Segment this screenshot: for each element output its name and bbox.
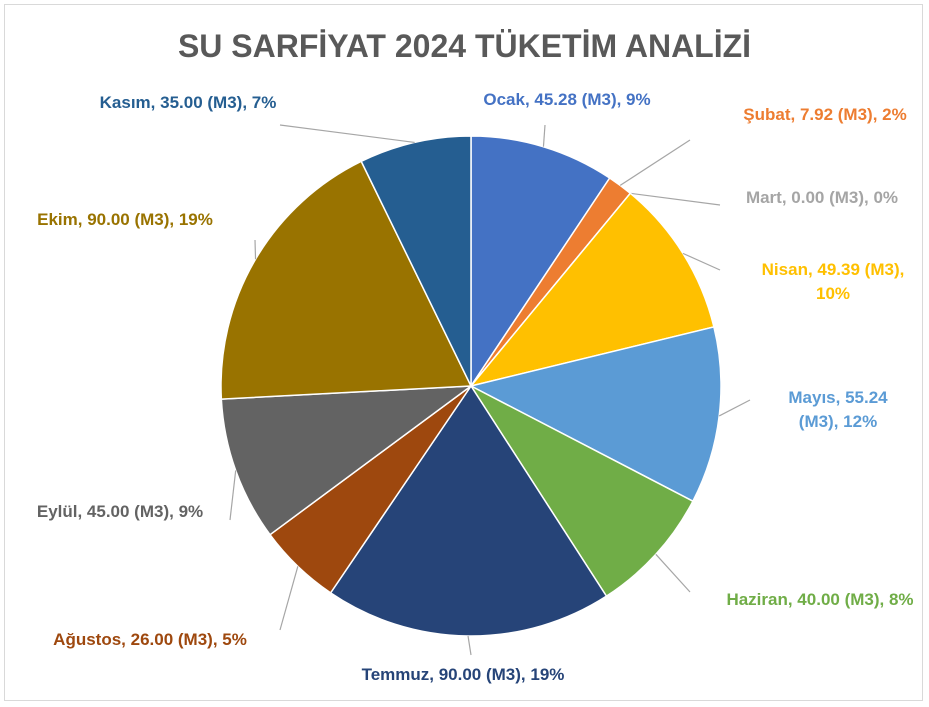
data-label: Ocak, 45.28 (M3), 9% bbox=[483, 90, 651, 109]
data-label: Haziran, 40.00 (M3), 8% bbox=[726, 590, 914, 609]
leader-line bbox=[682, 252, 721, 271]
leader-line bbox=[655, 553, 691, 593]
data-label: Eylül, 45.00 (M3), 9% bbox=[36, 502, 204, 521]
chart-title: SU SARFİYAT 2024 TÜKETİM ANALİZİ bbox=[177, 28, 752, 64]
leader-line bbox=[619, 139, 691, 186]
pie-slice: Kasım bbox=[360, 135, 472, 387]
pie-slice: Ekim bbox=[220, 160, 473, 400]
leader-line bbox=[279, 566, 299, 631]
data-label: Kasım, 35.00 (M3), 7% bbox=[99, 93, 277, 112]
data-label: Ekim, 90.00 (M3), 19% bbox=[37, 210, 213, 229]
leader-line bbox=[254, 239, 257, 260]
leader-line bbox=[542, 124, 546, 147]
data-label: Şubat, 7.92 (M3), 2% bbox=[743, 105, 907, 124]
data-label: Temmuz, 90.00 (M3), 19% bbox=[361, 665, 565, 684]
leader-line bbox=[718, 399, 751, 417]
pie-slice: Temmuz bbox=[329, 384, 608, 637]
leader-line bbox=[229, 470, 237, 521]
pie-slice: Nisan bbox=[468, 192, 715, 388]
data-label: Mart, 0.00 (M3), 0% bbox=[745, 188, 899, 207]
data-label: Ağustos, 26.00 (M3), 5% bbox=[53, 630, 247, 649]
chart-frame bbox=[4, 4, 923, 701]
data-label: Mayıs, 55.24 (M3), 12% bbox=[788, 388, 888, 431]
leader-line bbox=[467, 635, 472, 656]
data-label: Nisan, 49.39 (M3), 10% bbox=[761, 260, 905, 303]
pie-slice: Eylül bbox=[220, 385, 474, 536]
leader-line bbox=[279, 124, 415, 144]
leader-line bbox=[630, 192, 721, 206]
